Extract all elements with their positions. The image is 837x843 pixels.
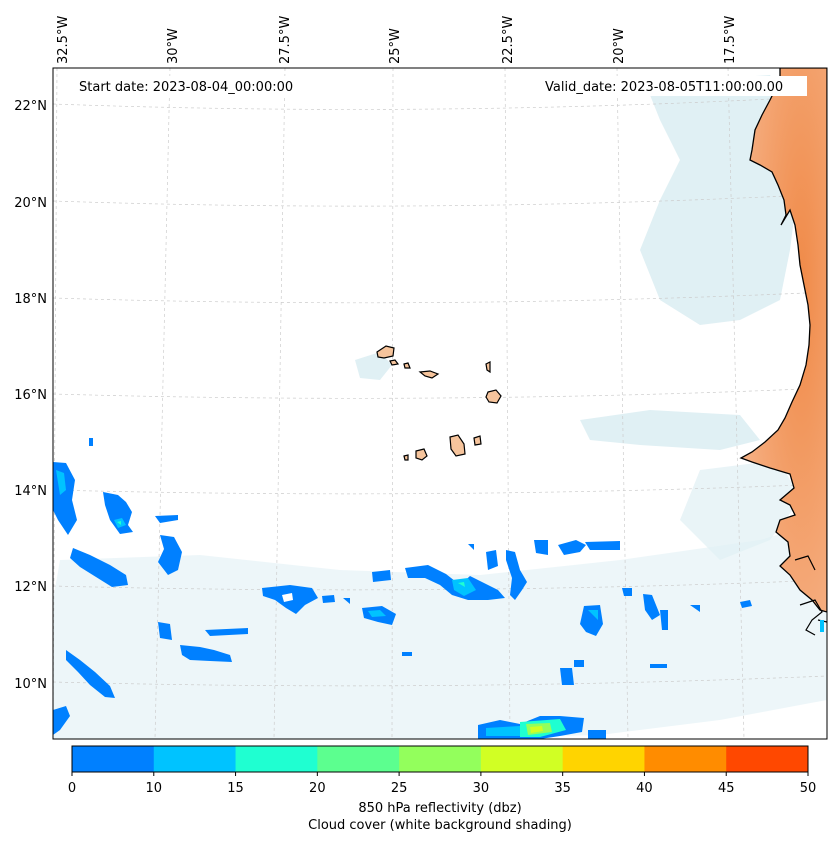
gridlines — [53, 68, 827, 739]
colorbar-segment — [726, 746, 809, 772]
lon-label: 32.5°W — [56, 16, 71, 64]
lat-label: 16°N — [14, 388, 47, 403]
colorbar-segment — [480, 746, 564, 772]
lon-label: 30°W — [166, 28, 181, 64]
colorbar-tick-label: 40 — [636, 781, 653, 796]
valid-date-label: Valid_date: 2023-08-05T11:00:00.00 — [545, 80, 783, 95]
colorbar-segment — [235, 746, 318, 772]
colorbar: 0 10 15 20 25 30 35 40 45 50 — [68, 745, 817, 796]
lon-label: 27.5°W — [278, 16, 293, 64]
colorbar-tick-label: 50 — [800, 781, 817, 796]
lat-label: 18°N — [14, 292, 47, 307]
lat-label: 14°N — [14, 484, 47, 499]
colorbar-frame — [71, 745, 809, 773]
colorbar-tick-label: 0 — [68, 781, 76, 796]
lon-label: 17.5°W — [723, 16, 738, 64]
lat-label: 22°N — [14, 99, 47, 114]
valid-date-box — [540, 76, 807, 96]
africa-coastline — [739, 68, 827, 613]
lon-label: 22.5°W — [501, 16, 516, 64]
colorbar-tick-label: 30 — [473, 781, 490, 796]
colorbar-segment — [644, 746, 727, 772]
reflectivity-layer — [53, 438, 824, 739]
start-date-box — [75, 76, 315, 96]
lat-label: 12°N — [14, 580, 47, 595]
colorbar-segment — [562, 746, 645, 772]
cape-verde-islands — [376, 345, 502, 461]
longitude-labels: 32.5°W 30°W 27.5°W 25°W 22.5°W 20°W 17.5… — [56, 16, 738, 64]
map-frame — [52, 67, 828, 740]
colorbar-tick-label: 10 — [146, 781, 163, 796]
colorbar-label-line2: Cloud cover (white background shading) — [308, 818, 572, 833]
colorbar-tick-label: 20 — [309, 781, 326, 796]
latitude-labels: 22°N 20°N 18°N 16°N 14°N 12°N 10°N — [14, 99, 47, 692]
cloud-cover-layer — [53, 75, 827, 739]
lat-label: 10°N — [14, 677, 47, 692]
lat-label: 20°N — [14, 196, 47, 211]
lon-label: 25°W — [388, 28, 403, 64]
colorbar-tick-label: 15 — [227, 781, 244, 796]
colorbar-label-line1: 850 hPa reflectivity (dbz) — [358, 801, 522, 816]
colorbar-tick-label: 45 — [718, 781, 735, 796]
lon-label: 20°W — [612, 28, 627, 64]
colorbar-tick-label: 25 — [391, 781, 408, 796]
colorbar-segment — [72, 746, 155, 772]
start-date-label: Start date: 2023-08-04_00:00:00 — [79, 80, 293, 95]
colorbar-segment — [317, 746, 400, 772]
colorbar-segment — [399, 746, 482, 772]
colorbar-tick-label: 35 — [554, 781, 571, 796]
colorbar-segment — [153, 746, 237, 772]
